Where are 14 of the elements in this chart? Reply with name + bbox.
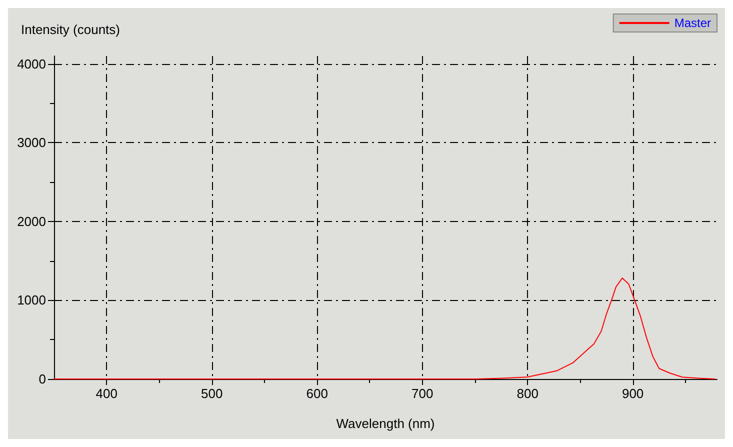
x-tick-label: 400 bbox=[96, 386, 118, 401]
x-tick-label: 500 bbox=[201, 386, 223, 401]
y-tick-label: 4000 bbox=[17, 56, 46, 72]
x-tick-label: 800 bbox=[516, 386, 538, 401]
y-tick-label: 2000 bbox=[17, 214, 46, 229]
x-axis-title: Wavelength (nm) bbox=[336, 416, 435, 431]
x-tick-label: 700 bbox=[411, 386, 434, 401]
y-tick-label: 0 bbox=[38, 372, 46, 386]
legend-label: Master bbox=[674, 16, 712, 30]
y-axis-title: Intensity (counts) bbox=[21, 22, 120, 37]
y-tick-label: 1000 bbox=[17, 292, 46, 308]
y-tick-label: 3000 bbox=[17, 135, 46, 150]
x-tick-label: 600 bbox=[306, 386, 328, 401]
x-tick-label: 900 bbox=[622, 386, 644, 401]
